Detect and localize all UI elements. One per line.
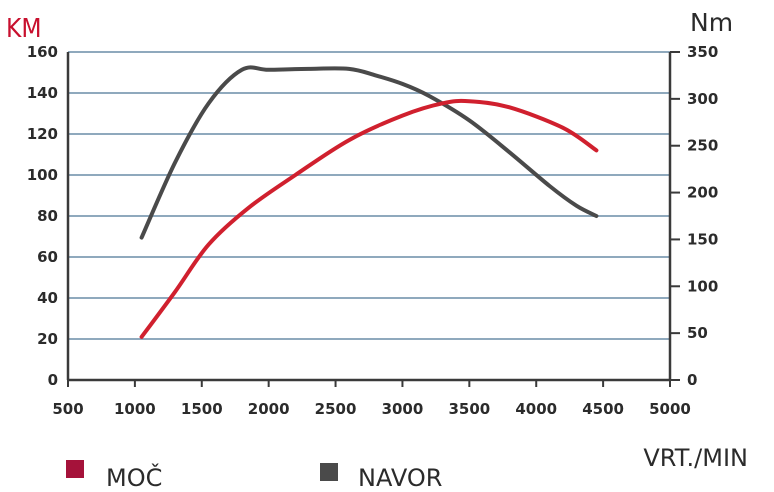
- right-tick-label: 300: [687, 90, 718, 108]
- legend: MOČ NAVOR: [66, 460, 442, 492]
- left-tick-label: 0: [48, 371, 58, 389]
- x-tick-label: 500: [52, 400, 83, 418]
- right-tick-label: 350: [687, 43, 718, 61]
- left-tick-label: 20: [37, 330, 58, 348]
- series-lines: [139, 65, 599, 339]
- legend-label-navor: NAVOR: [358, 464, 442, 492]
- right-tick-label: 200: [687, 184, 718, 202]
- x-tick-label: 3000: [382, 400, 424, 418]
- x-tick-label: 1000: [114, 400, 156, 418]
- x-tick-label: 4500: [582, 400, 624, 418]
- left-axis-unit: KM: [6, 14, 42, 44]
- right-axis-unit: Nm: [690, 8, 733, 37]
- x-tick-label: 3500: [448, 400, 490, 418]
- right-tick-label: 150: [687, 230, 718, 248]
- right-tick-label: 50: [687, 324, 708, 342]
- right-tick-label: 0: [687, 371, 697, 389]
- series-line-moc: [139, 98, 599, 339]
- left-tick-label: 60: [37, 248, 58, 266]
- left-tick-label: 40: [37, 289, 58, 307]
- x-tick-label: 5000: [649, 400, 691, 418]
- legend-swatch-moc: [66, 460, 84, 478]
- x-axis-title: VRT./MIN: [643, 444, 748, 472]
- right-tick-label: 100: [687, 277, 718, 295]
- x-tick-label: 4000: [515, 400, 557, 418]
- x-tick-label: 2000: [248, 400, 290, 418]
- plot-frame: [66, 52, 672, 382]
- legend-label-moc: MOČ: [106, 462, 162, 492]
- left-tick-label: 100: [27, 166, 58, 184]
- x-axis-ticks: 500 1000 1500 2000 2500 3000 3500 4000 4500 5000: [52, 380, 691, 418]
- x-tick-label: 1500: [181, 400, 223, 418]
- x-tick-label: 2500: [315, 400, 357, 418]
- series-line-navor: [139, 65, 599, 240]
- left-tick-label: 160: [27, 43, 58, 61]
- left-tick-label: 120: [27, 125, 58, 143]
- left-tick-label: 80: [37, 207, 58, 225]
- right-tick-label: 250: [687, 137, 718, 155]
- legend-swatch-navor: [320, 463, 338, 481]
- left-tick-label: 140: [27, 84, 58, 102]
- left-axis-ticks: 0 20 40 60 80 100 120 140 160: [27, 43, 58, 389]
- right-axis-ticks: 0 50 100 150 200 250 300 350: [670, 43, 718, 389]
